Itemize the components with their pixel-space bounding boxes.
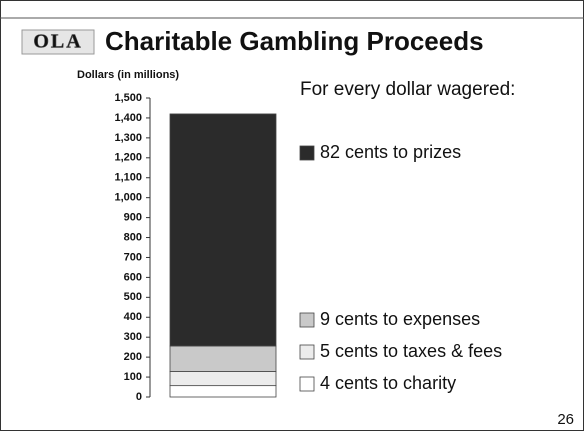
y-tick-label: 1,300 bbox=[114, 132, 142, 144]
legend-swatch bbox=[299, 312, 315, 328]
y-tick-label: 100 bbox=[124, 371, 142, 383]
y-tick-label: 500 bbox=[124, 291, 142, 303]
bar-segment bbox=[169, 371, 277, 387]
y-tick-label: 800 bbox=[124, 231, 142, 243]
legend-label: 82 cents to prizes bbox=[320, 142, 461, 162]
legend-title: For every dollar wagered: bbox=[300, 79, 515, 100]
legend-label: 4 cents to charity bbox=[320, 373, 456, 393]
y-tick-label: 600 bbox=[124, 271, 142, 283]
y-tick-label: 1,200 bbox=[114, 152, 142, 164]
chart-title: Charitable Gambling Proceeds bbox=[105, 26, 484, 56]
y-tick-label: 1,500 bbox=[114, 92, 142, 104]
y-tick-label: 300 bbox=[124, 331, 142, 343]
y-tick-label: 0 bbox=[136, 391, 142, 403]
bar-segment bbox=[169, 345, 277, 372]
legend-label: 5 cents to taxes & fees bbox=[320, 341, 502, 361]
logo: OLA bbox=[33, 31, 82, 53]
legend-swatch bbox=[299, 145, 315, 161]
bar-segment bbox=[169, 385, 277, 398]
legend-label: 9 cents to expenses bbox=[320, 309, 480, 329]
y-axis-label: Dollars (in millions) bbox=[77, 69, 179, 81]
legend-swatch bbox=[299, 344, 315, 360]
y-tick-label: 1,100 bbox=[114, 172, 142, 184]
y-tick-label: 1,000 bbox=[114, 192, 142, 204]
legend-swatch bbox=[299, 376, 315, 392]
y-tick-label: 700 bbox=[124, 251, 142, 263]
logo-box bbox=[21, 29, 95, 55]
y-tick-label: 900 bbox=[124, 212, 142, 224]
page-number: 26 bbox=[557, 411, 574, 428]
y-tick-label: 1,400 bbox=[114, 112, 142, 124]
y-tick-label: 200 bbox=[124, 351, 142, 363]
bar-segment bbox=[169, 113, 277, 347]
y-tick-label: 400 bbox=[124, 311, 142, 323]
